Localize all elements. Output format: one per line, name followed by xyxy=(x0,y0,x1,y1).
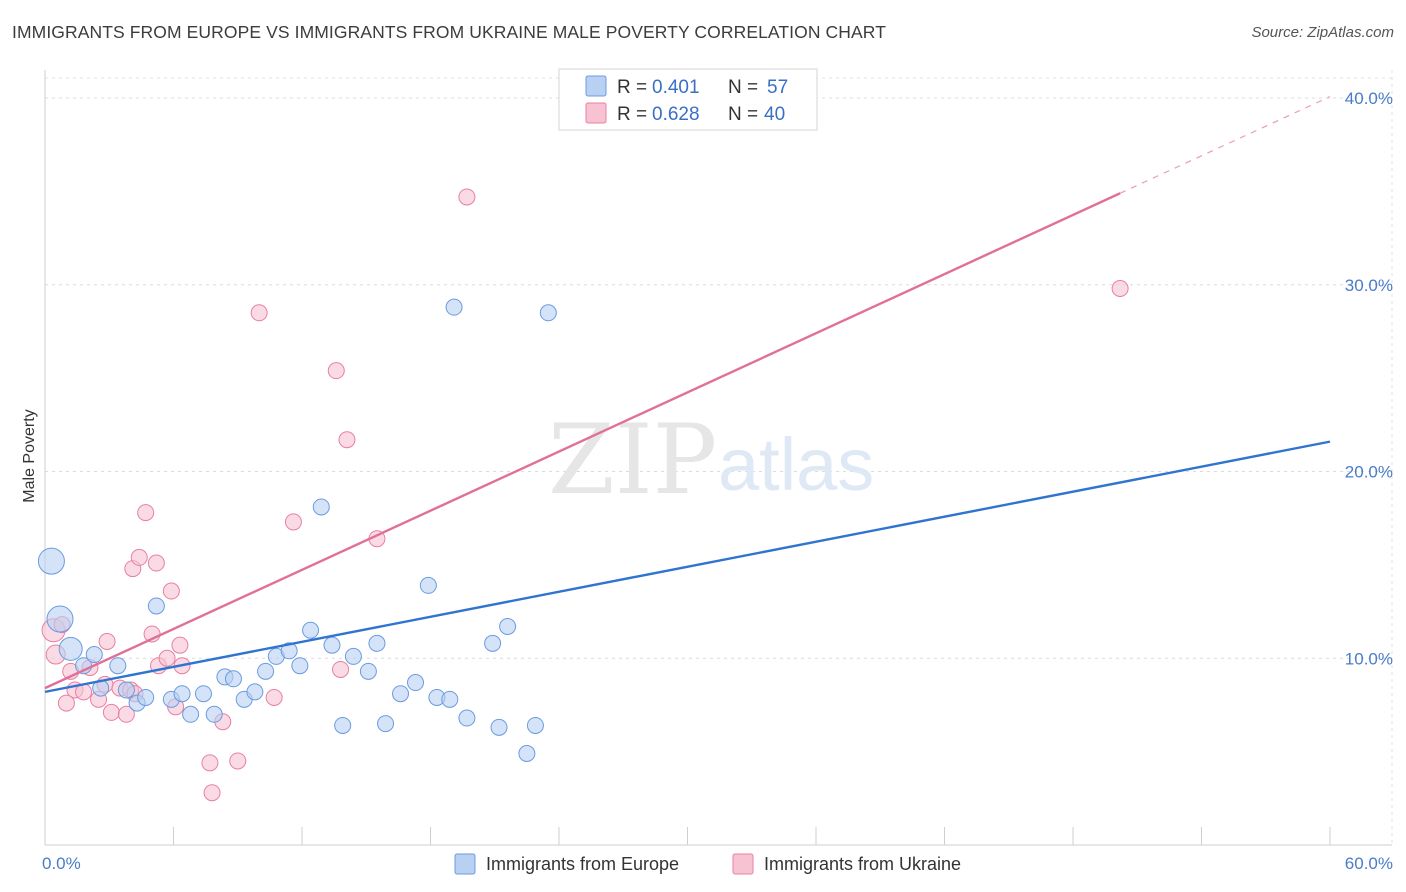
europe-point xyxy=(257,662,275,680)
europe-point xyxy=(484,634,502,652)
europe-point xyxy=(490,718,508,736)
trend-line-europe xyxy=(44,440,1331,694)
europe-point xyxy=(291,657,309,675)
y-tick-label: 30.0% xyxy=(1345,276,1393,295)
europe-point xyxy=(458,709,476,727)
europe-point xyxy=(46,605,74,633)
europe-point xyxy=(392,685,410,703)
ukraine-point xyxy=(201,754,219,772)
x-tick-label-max: 60.0% xyxy=(1345,854,1393,873)
series-legend-label-ukraine: Immigrants from Ukraine xyxy=(764,854,961,874)
europe-point xyxy=(205,705,223,723)
stats-legend: R = 0.401 N = 57 R = 0.628 N = 40 xyxy=(558,68,818,131)
europe-point xyxy=(539,304,557,322)
legend-swatch-europe xyxy=(585,75,607,97)
europe-point xyxy=(280,642,298,660)
europe-point xyxy=(173,685,191,703)
legend-r-value-ukraine: 0.628 xyxy=(652,104,700,125)
ukraine-point xyxy=(332,660,350,678)
europe-point xyxy=(58,636,83,661)
ukraine-point xyxy=(57,694,75,712)
europe-point xyxy=(334,716,352,734)
ukraine-point xyxy=(458,188,476,206)
europe-point xyxy=(368,634,386,652)
y-tick-label: 20.0% xyxy=(1345,463,1393,482)
trend-line-ukraine xyxy=(44,192,1121,690)
axes xyxy=(44,70,1392,846)
europe-point xyxy=(85,646,103,664)
ukraine-point xyxy=(117,705,135,723)
legend-n-label-ukraine: N = xyxy=(728,104,758,125)
watermark-atlas: atlas xyxy=(718,423,874,506)
ukraine-point xyxy=(265,688,283,706)
europe-point xyxy=(137,688,155,706)
legend-swatch-ukraine xyxy=(585,102,607,124)
europe-point xyxy=(246,683,264,701)
legend-n-label-europe: N = xyxy=(728,77,758,98)
watermark-zip: ZIP xyxy=(548,404,717,516)
series-legend-label-europe: Immigrants from Europe xyxy=(486,854,679,874)
europe-point xyxy=(117,681,135,699)
ukraine-point xyxy=(229,752,247,770)
europe-point xyxy=(302,621,320,639)
europe-point xyxy=(441,690,459,708)
ukraine-point xyxy=(130,548,148,566)
europe-point xyxy=(359,662,377,680)
ukraine-point xyxy=(327,362,345,380)
ukraine-point xyxy=(338,431,356,449)
series-legend: Immigrants from Europe Immigrants from U… xyxy=(454,853,961,875)
trend-line-ukraine-extension xyxy=(1119,96,1331,194)
europe-point xyxy=(109,657,127,675)
europe-point xyxy=(194,685,212,703)
europe-point xyxy=(419,576,437,594)
ukraine-point xyxy=(137,504,155,522)
x-tick-label-min: 0.0% xyxy=(42,854,81,873)
europe-point xyxy=(377,715,395,733)
y-tick-label: 10.0% xyxy=(1345,649,1393,668)
ukraine-point xyxy=(284,513,302,531)
europe-point xyxy=(312,498,330,516)
ukraine-point xyxy=(250,304,268,322)
ukraine-point xyxy=(147,554,165,572)
europe-point xyxy=(445,298,463,316)
legend-r-value-europe: 0.401 xyxy=(652,77,700,98)
x-tick-labels: 0.0% 60.0% xyxy=(42,854,1393,873)
legend-n-value-europe: 57 xyxy=(767,77,788,98)
europe-point xyxy=(499,618,517,636)
legend-r-label-ukraine: R = xyxy=(617,104,647,125)
europe-point xyxy=(526,716,544,734)
source-label: Source: ZipAtlas.com xyxy=(1251,24,1394,41)
ukraine-point xyxy=(162,582,180,600)
y-tick-labels: 10.0% 20.0% 30.0% 40.0% xyxy=(1345,89,1393,668)
ukraine-point xyxy=(203,784,221,802)
series-europe-points xyxy=(37,298,557,762)
europe-point xyxy=(407,674,425,692)
ukraine-point xyxy=(171,636,189,654)
legend-r-label-europe: R = xyxy=(617,77,647,98)
europe-point xyxy=(344,647,362,665)
series-legend-swatch-ukraine xyxy=(732,853,754,875)
europe-point xyxy=(37,547,65,575)
ukraine-point xyxy=(98,632,116,650)
trend-lines xyxy=(44,96,1331,694)
ukraine-point xyxy=(102,703,120,721)
ukraine-point xyxy=(158,649,176,667)
y-tick-label: 40.0% xyxy=(1345,89,1393,108)
chart-title: IMMIGRANTS FROM EUROPE VS IMMIGRANTS FRO… xyxy=(12,22,887,42)
series-legend-swatch-europe xyxy=(454,853,476,875)
legend-n-value-ukraine: 40 xyxy=(764,104,785,125)
grid-lines xyxy=(45,70,1393,845)
europe-point xyxy=(147,597,165,615)
y-axis-label: Male Poverty xyxy=(21,409,38,502)
europe-point xyxy=(518,744,536,762)
ukraine-point xyxy=(1111,279,1129,297)
europe-point xyxy=(182,705,200,723)
europe-point xyxy=(224,670,242,688)
europe-point xyxy=(323,636,341,654)
